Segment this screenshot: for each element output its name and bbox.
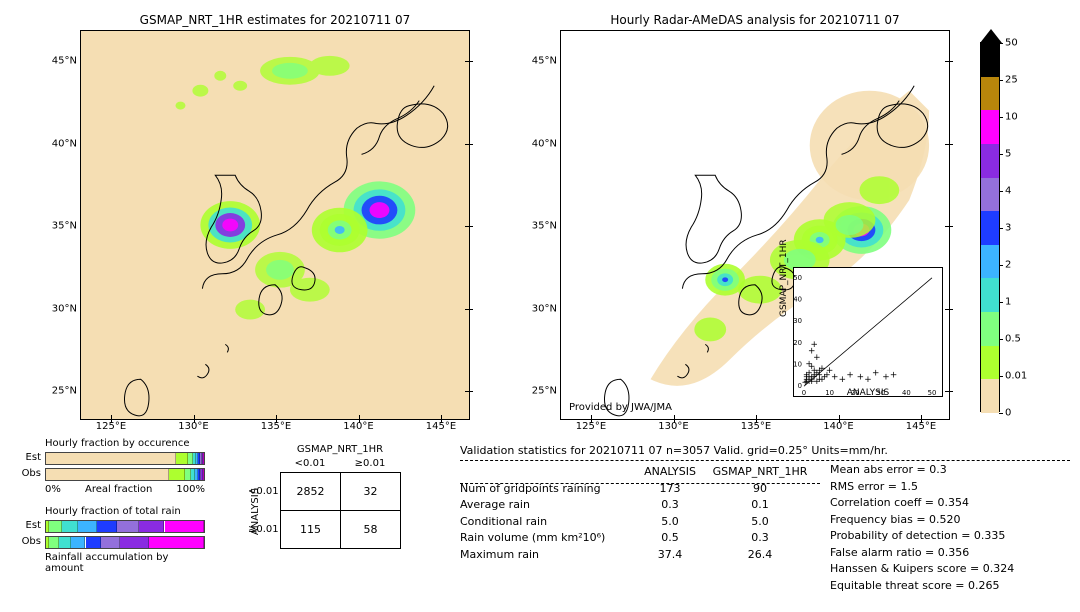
- contingency-row1: ≥0.01: [248, 524, 278, 535]
- validation-header: Validation statistics for 20210711 07 n=…: [460, 444, 888, 457]
- hbar-occ-title: Hourly fraction by occurence: [45, 438, 245, 449]
- svg-text:+: +: [890, 370, 897, 380]
- dashline-1: [460, 460, 1070, 461]
- stats-table: ANALYSIS GSMAP_NRT_1HR Num of gridpoints…: [460, 464, 810, 563]
- hbar-occ-row-est: Est: [26, 452, 45, 463]
- svg-text:+: +: [816, 366, 823, 376]
- colorbar: 502510543210.50.010: [980, 42, 1000, 412]
- provided-by: Provided by JWA/JMA: [569, 402, 672, 413]
- cont-01: 32: [341, 473, 401, 511]
- contingency-col0: <0.01: [280, 458, 340, 469]
- left-map-bg: [81, 31, 469, 419]
- svg-text:20: 20: [794, 339, 802, 347]
- svg-text:+: +: [811, 340, 818, 350]
- cont-10: 115: [281, 511, 341, 549]
- cont-11: 58: [341, 511, 401, 549]
- right-map-title: Hourly Radar-AMeDAS analysis for 2021071…: [561, 13, 949, 27]
- cont-00: 2852: [281, 473, 341, 511]
- svg-text:+: +: [872, 368, 879, 378]
- metrics-list: Mean abs error = 0.3RMS error = 1.5Corre…: [830, 462, 1014, 594]
- stats-colh-2: GSMAP_NRT_1HR: [710, 464, 810, 481]
- svg-text:+: +: [857, 373, 864, 383]
- hbar-rain-row-obs: Obs: [22, 536, 45, 547]
- scatter-xlabel: ANALYSIS: [794, 388, 942, 398]
- svg-text:+: +: [839, 375, 846, 385]
- svg-text:10: 10: [794, 360, 802, 368]
- svg-text:+: +: [805, 360, 812, 370]
- stats-colh-1: ANALYSIS: [630, 464, 710, 481]
- svg-text:+: +: [882, 373, 889, 383]
- dashline-2: [460, 483, 820, 484]
- svg-text:+: +: [826, 366, 833, 376]
- scatter-inset: ++++++++++++++++++++++++++++++++++++++ 0…: [793, 267, 943, 397]
- scatter-ylabel: GSMAP_NRT_1HR: [779, 239, 789, 317]
- svg-text:+: +: [846, 370, 853, 380]
- left-map-title: GSMAP_NRT_1HR estimates for 20210711 07: [81, 13, 469, 27]
- hbar-rain-title: Hourly fraction of total rain: [45, 506, 245, 517]
- hbar-rain-row-est: Est: [26, 520, 45, 531]
- hbar-occ-x0: 0%: [45, 484, 61, 495]
- hbar-occ-x2: 100%: [176, 484, 205, 495]
- svg-text:+: +: [808, 377, 815, 387]
- hbar-occ-x1: Areal fraction: [85, 484, 152, 495]
- right-map-panel: Hourly Radar-AMeDAS analysis for 2021071…: [560, 30, 950, 420]
- hbar-occ-row-obs: Obs: [22, 468, 45, 479]
- contingency-table: 285232 11558: [280, 472, 401, 549]
- left-map-panel: GSMAP_NRT_1HR estimates for 20210711 07 …: [80, 30, 470, 420]
- contingency-colgroup: GSMAP_NRT_1HR: [280, 444, 400, 455]
- svg-text:+: +: [864, 375, 871, 385]
- contingency-col1: ≥0.01: [340, 458, 400, 469]
- svg-text:40: 40: [794, 295, 802, 303]
- svg-text:50: 50: [794, 274, 802, 282]
- hbar-rain-footer: Rainfall accumulation by amount: [45, 552, 205, 574]
- svg-text:30: 30: [794, 317, 802, 325]
- contingency-row0: <0.01: [248, 486, 278, 497]
